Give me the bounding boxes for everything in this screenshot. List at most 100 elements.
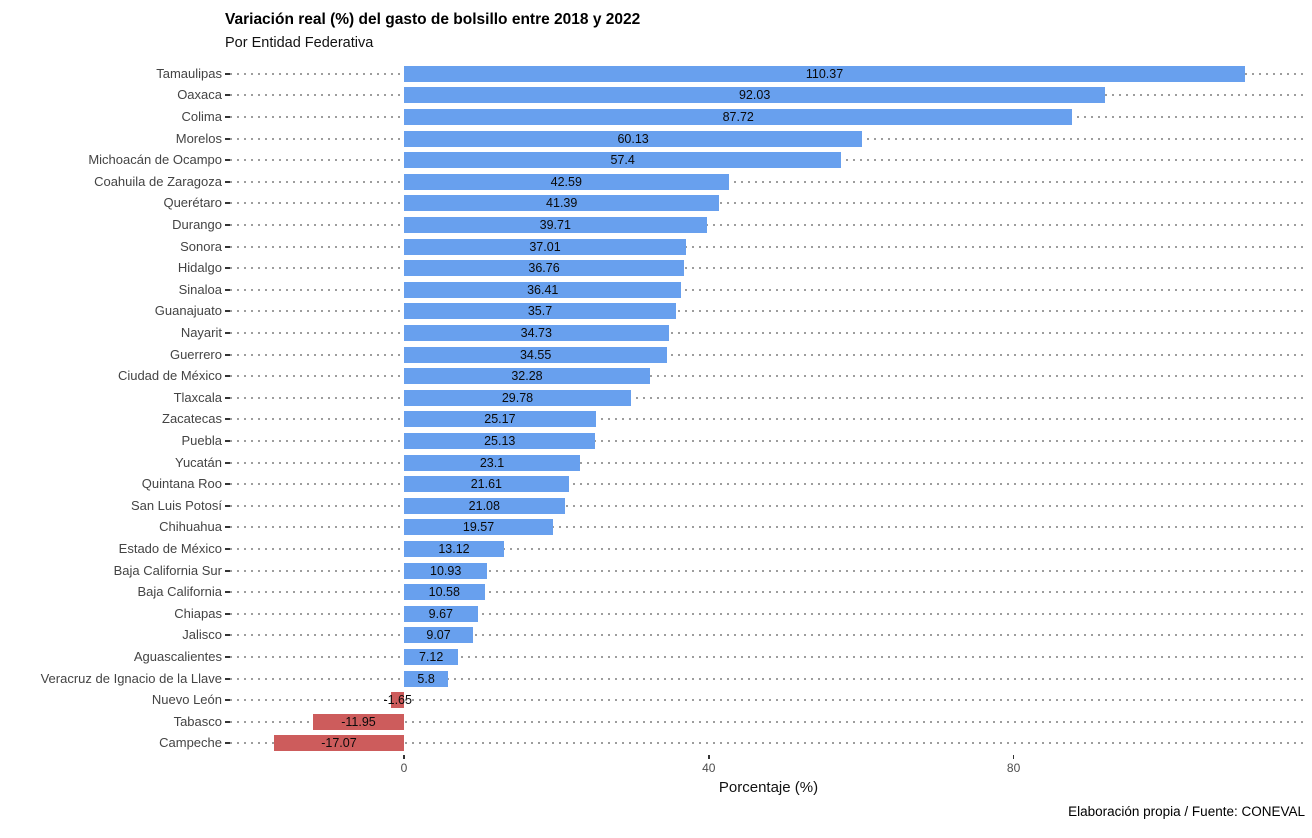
y-tick-mark (225, 461, 230, 464)
y-tick-mark (225, 224, 230, 226)
chart-caption: Elaboración propia / Fuente: CONEVAL (1068, 804, 1305, 819)
gridline (230, 699, 1307, 702)
y-axis-label: Tlaxcala (173, 389, 222, 405)
bar-value-label: 10.58 (428, 585, 460, 600)
y-tick-mark (225, 720, 230, 723)
bar (404, 65, 1246, 82)
bar-value-label: 13.12 (438, 542, 470, 556)
gridline (230, 548, 1307, 550)
y-tick-mark (225, 267, 230, 270)
gridline (230, 267, 1307, 270)
bar (404, 238, 687, 255)
y-tick-mark (225, 418, 230, 421)
bar (404, 152, 842, 169)
gridline (230, 677, 1307, 680)
gridline (230, 310, 1307, 313)
bar-value-label: 34.73 (520, 326, 552, 340)
bar-value-label: 32.28 (511, 369, 543, 384)
y-tick-mark (225, 332, 230, 334)
y-axis-label: Jalisco (182, 627, 222, 643)
bar-value-label: 42.59 (550, 174, 582, 189)
bar-value-label: 9.07 (426, 628, 451, 643)
bar-value-label: 5.8 (417, 671, 435, 686)
gridline (230, 504, 1307, 507)
bar-value-label: 34.55 (519, 347, 552, 362)
bar (404, 173, 729, 190)
y-tick-mark (225, 245, 230, 248)
y-tick-mark (225, 634, 230, 637)
y-tick-mark (225, 396, 230, 399)
bar-value-label: 29.78 (501, 390, 534, 405)
bar (404, 109, 1073, 125)
gridline (230, 332, 1307, 334)
bar (404, 130, 863, 147)
bar-value-label: 36.41 (527, 282, 559, 297)
bar-value-label: 25.13 (484, 434, 516, 448)
y-tick-mark (225, 159, 230, 162)
y-tick-mark (225, 288, 230, 291)
gridline (230, 569, 1307, 572)
bar (404, 389, 631, 406)
gridline (230, 375, 1307, 378)
x-tick-mark (403, 754, 405, 759)
y-tick-mark (225, 94, 230, 97)
y-axis-label: Tabasco (173, 713, 222, 729)
gridline (230, 461, 1307, 464)
y-axis-label: Baja California (137, 584, 222, 600)
gridline (230, 418, 1307, 421)
gridline (230, 224, 1307, 226)
y-axis-label: Sinaloa (178, 281, 222, 297)
bar (404, 368, 650, 385)
chart-title: Variación real (%) del gasto de bolsillo… (225, 11, 641, 28)
gridline (230, 288, 1307, 291)
bar (404, 562, 488, 579)
bar (404, 454, 581, 471)
gridline (230, 483, 1307, 486)
y-axis-label: Ciudad de México (117, 368, 222, 384)
y-axis-label: Michoacán de Ocampo (88, 152, 222, 168)
bar (404, 670, 449, 687)
bar-value-label: 9.67 (428, 606, 453, 621)
bar (404, 195, 720, 212)
y-axis-label: Colima (181, 109, 222, 124)
y-axis-label: Chihuahua (159, 519, 222, 535)
bar (404, 217, 707, 233)
y-tick-mark (225, 504, 230, 507)
bar-value-label: 92.03 (738, 88, 771, 103)
bar (404, 476, 569, 493)
bar-value-label: 7.12 (418, 650, 444, 664)
bar-value-label: 19.57 (462, 520, 495, 535)
y-axis-label: Durango (172, 217, 222, 232)
bar (391, 692, 404, 709)
y-tick-mark (225, 677, 230, 680)
bar (404, 433, 596, 449)
gridline (230, 245, 1307, 248)
x-tick-mark (1012, 754, 1015, 759)
bar-value-label: 21.61 (470, 477, 502, 492)
bar (312, 713, 404, 730)
gridline (230, 612, 1307, 615)
y-axis-label: Chiapas (174, 605, 222, 621)
bar (404, 519, 554, 536)
gridline (230, 656, 1307, 658)
bar-value-label: 23.1 (479, 455, 505, 470)
y-axis-label: Tamaulipas (156, 65, 222, 81)
bar (404, 497, 565, 514)
y-axis-label: Veracruz de Ignacio de la Llave (40, 670, 222, 686)
bar (404, 325, 669, 341)
bar (404, 303, 677, 320)
y-tick-mark (225, 699, 230, 702)
y-axis-label: San Luis Potosí (130, 497, 222, 513)
gridline (230, 440, 1307, 442)
y-tick-mark (225, 116, 230, 118)
y-axis-label: Puebla (181, 433, 222, 448)
bar (404, 411, 596, 428)
bar-value-label: 41.39 (546, 196, 578, 211)
y-tick-mark (225, 483, 230, 486)
bar (273, 735, 404, 752)
bar (404, 627, 474, 644)
y-tick-mark (225, 72, 230, 75)
bar (404, 87, 1106, 104)
bar-value-label: 110.37 (805, 66, 844, 81)
